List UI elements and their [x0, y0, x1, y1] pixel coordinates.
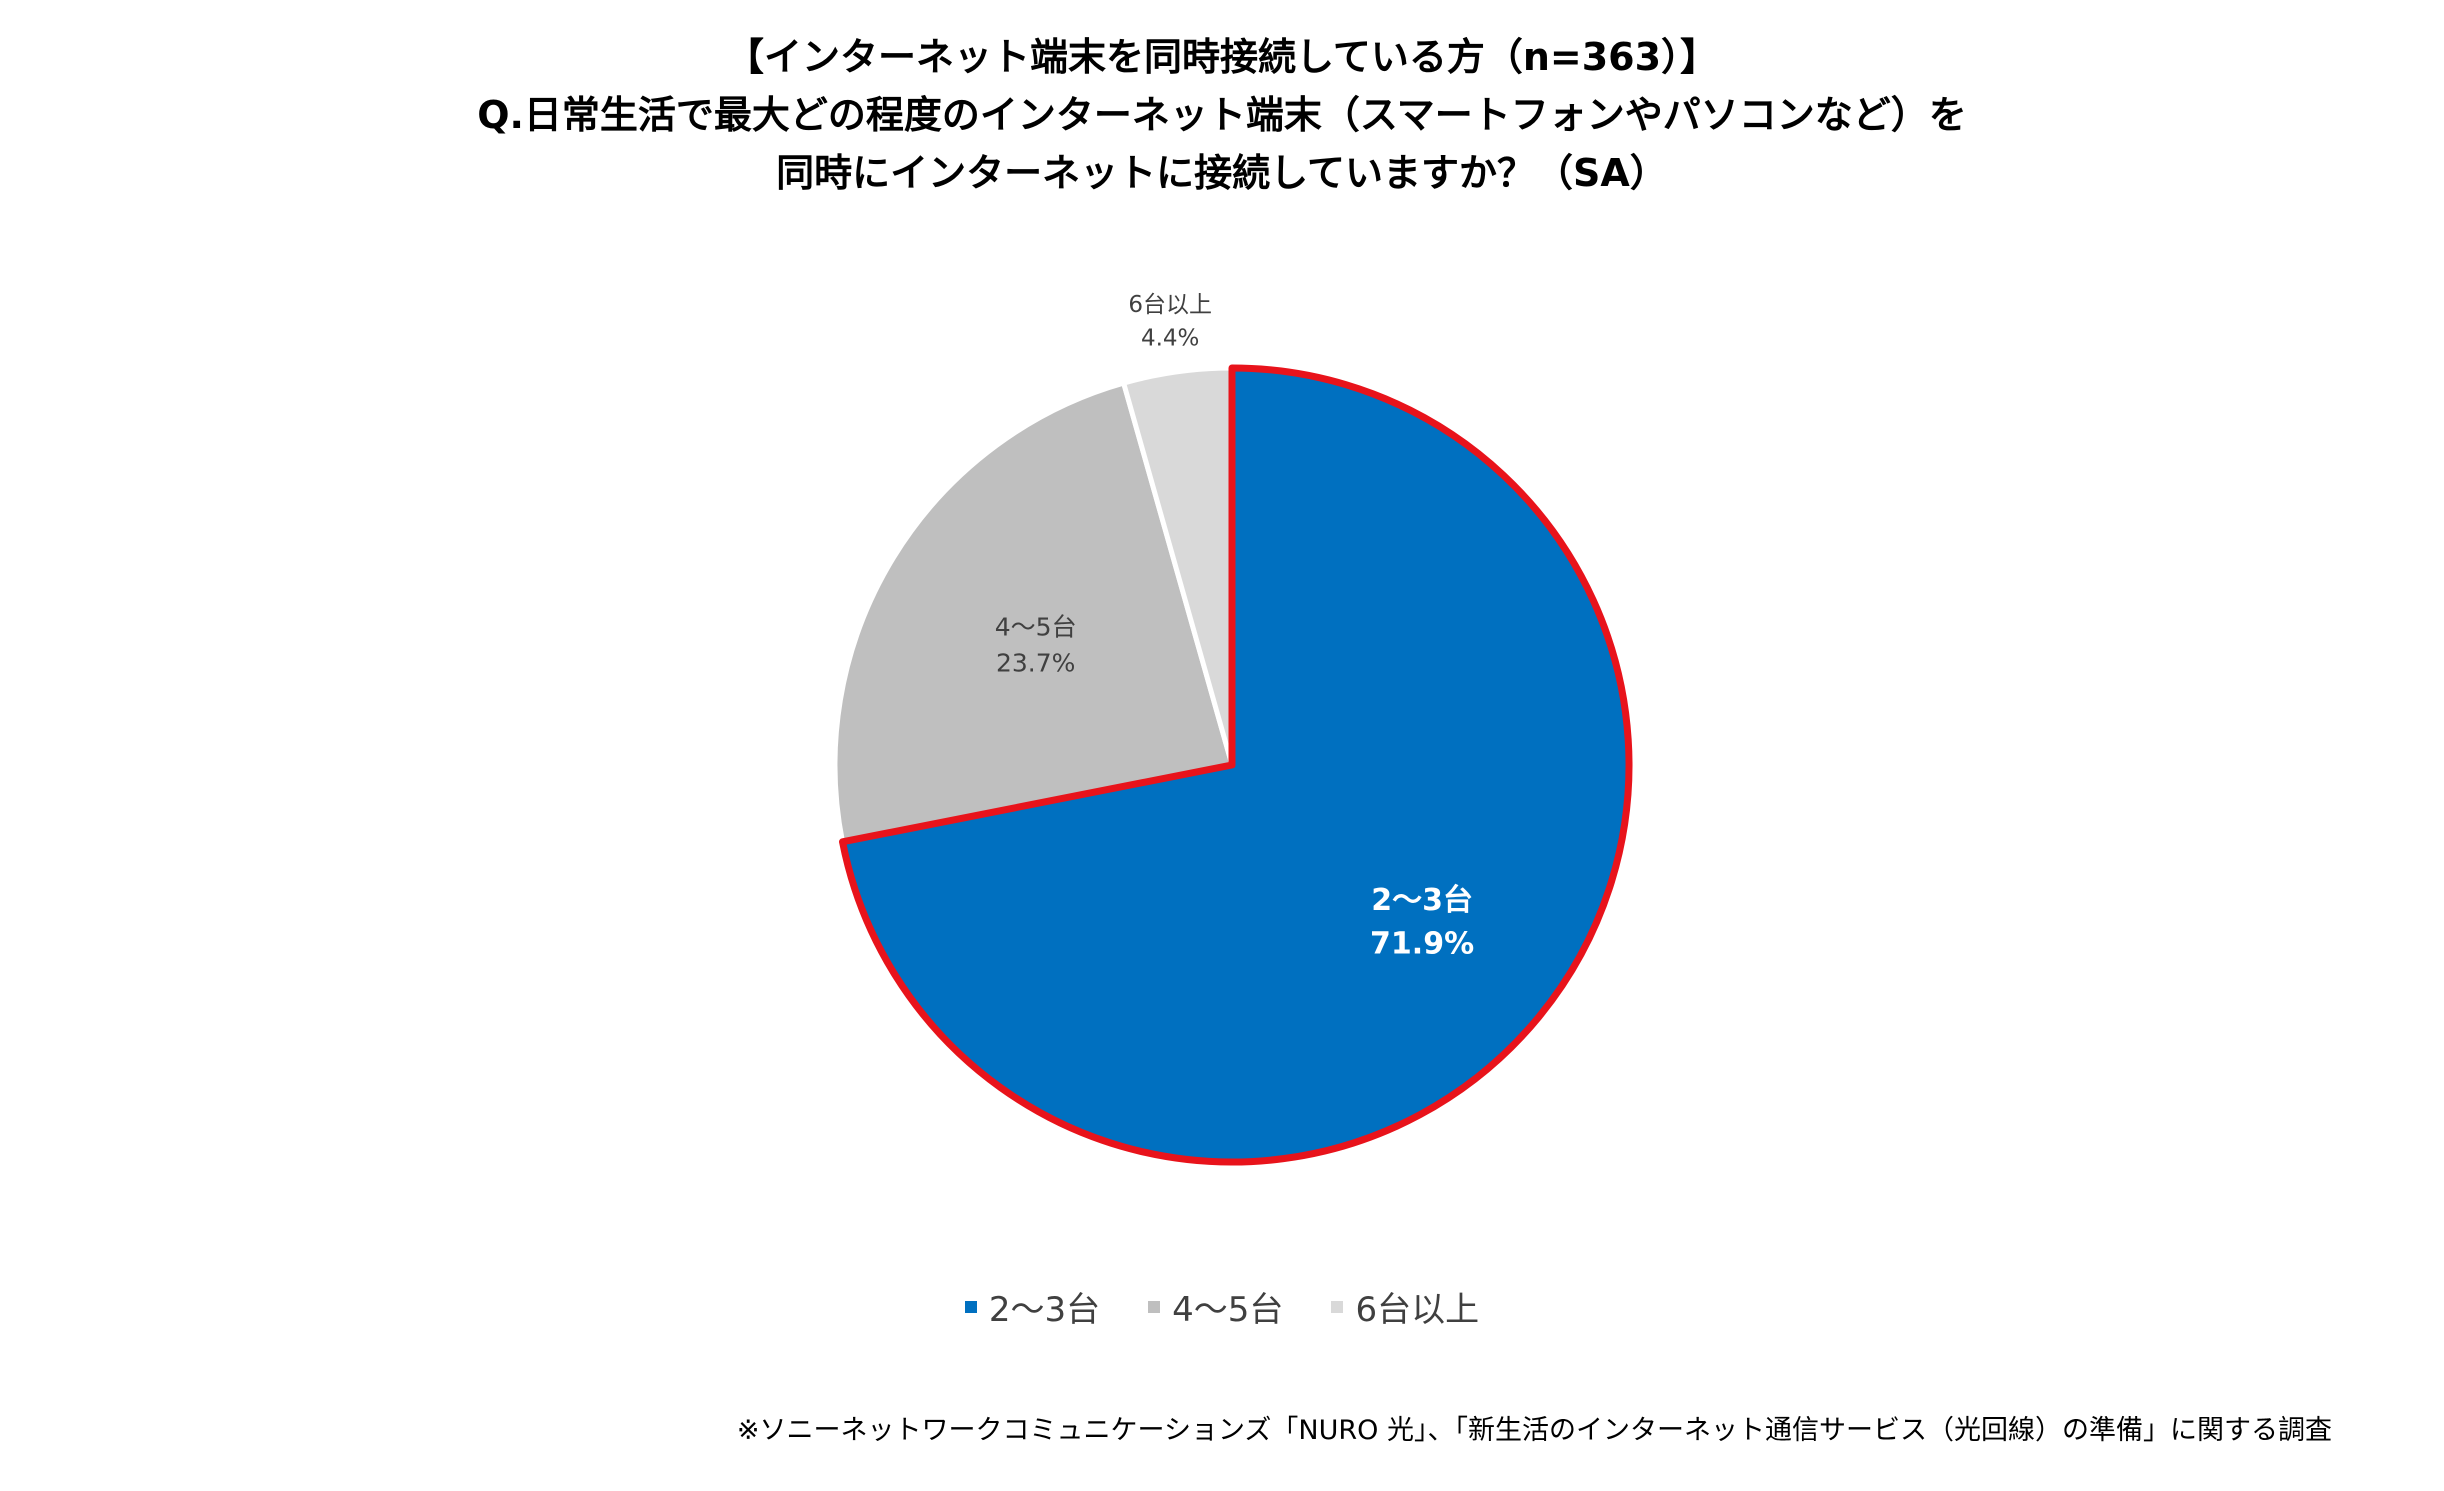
chart-title-line-2: Q.日常生活で最大どの程度のインターネット端末（スマートフォンやパソコンなど）を: [477, 93, 1967, 137]
data-label-category-2-3: 2～3台: [1371, 883, 1473, 918]
data-label-category-4-5: 4～5台: [995, 612, 1077, 641]
legend-swatch-6-plus: [1331, 1300, 1344, 1313]
chart-title-line-3: 同時にインターネットに接続していますか？（SA）: [776, 151, 1668, 195]
legend-label-2-3: 2～3台: [988, 1290, 1101, 1330]
data-label-value-4-5: 23.7%: [996, 649, 1075, 678]
chart-title-line-1: 【インターネット端末を同時接続している方（n=363）】: [725, 35, 1719, 79]
legend-swatch-4-5: [1148, 1300, 1161, 1313]
source-note: ※ソニーネットワークコミュニケーションズ「NURO 光」、「新生活のインターネッ…: [736, 1415, 2332, 1446]
pie-slice-4-5: [832, 380, 1235, 845]
data-label-value-6-plus: 4.4%: [1141, 325, 1199, 351]
legend-item-2-3: 2～3台: [964, 1282, 1101, 1331]
legend-swatch-2-3: [964, 1300, 977, 1313]
legend-item-6-plus: 6台以上: [1331, 1282, 1479, 1331]
legend-label-4-5: 4～5台: [1172, 1290, 1284, 1330]
legend-label-6-plus: 6台以上: [1355, 1290, 1480, 1330]
legend-item-4-5: 4～5台: [1148, 1282, 1283, 1331]
chart-title: 【インターネット端末を同時接続している方（n=363）】 Q.日常生活で最大どの…: [0, 28, 2444, 202]
data-label-value-2-3: 71.9%: [1370, 927, 1474, 962]
chart-legend: 2～3台 4～5台 6台以上: [0, 1282, 2444, 1331]
pie-slice-highlight-outline: [839, 364, 1633, 1166]
data-label-category-6-plus: 6台以上: [1128, 292, 1212, 318]
